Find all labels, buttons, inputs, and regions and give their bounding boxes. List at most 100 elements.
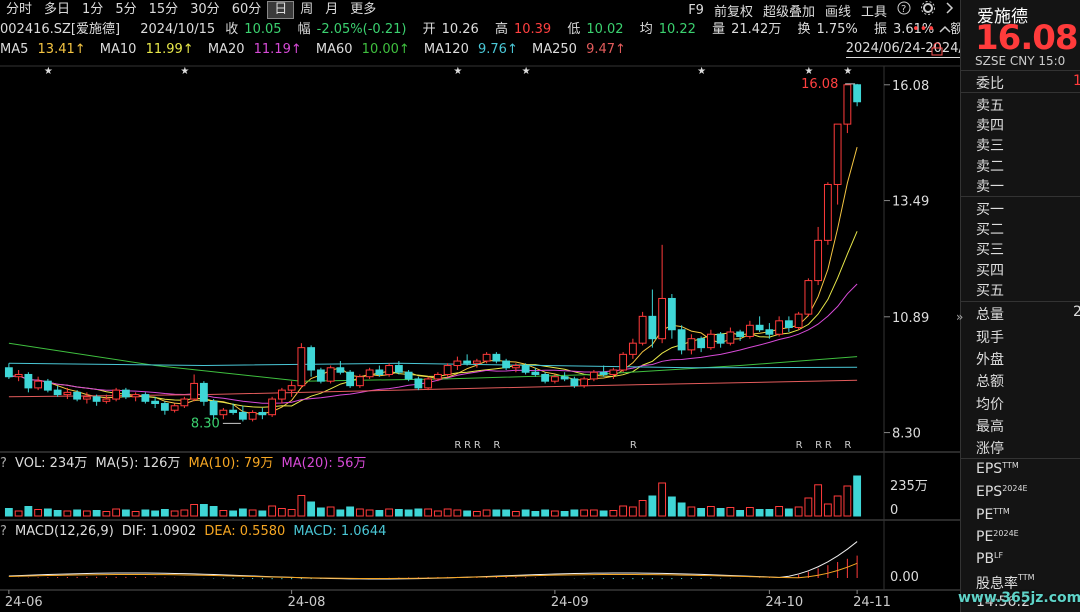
stat-current-hand: 现手 — [976, 330, 1004, 346]
volume-bar — [453, 509, 462, 517]
candle-body — [658, 297, 667, 340]
period-week[interactable]: 周 — [300, 2, 314, 17]
period-fenshi[interactable]: 分时 — [6, 2, 33, 17]
candle-body — [755, 324, 764, 331]
candle-body — [43, 380, 52, 391]
price-tick-label: 13.49 — [892, 195, 929, 210]
candle-body — [199, 382, 208, 402]
help-icon[interactable]: ? — [0, 456, 7, 471]
draw-button[interactable]: 画线 — [824, 4, 851, 20]
help-icon[interactable]: ? — [0, 524, 7, 539]
vol-ma20: MA(20): 56万 — [281, 456, 367, 471]
chevron-right-icon[interactable] — [940, 1, 960, 19]
help-icon[interactable]: ? — [892, 1, 916, 19]
volume-bar — [14, 510, 23, 517]
period-15min[interactable]: 15分 — [148, 2, 179, 17]
volume-bar — [297, 495, 306, 517]
candle-body — [765, 329, 774, 335]
period-month[interactable]: 月 — [325, 2, 339, 17]
lock-icon[interactable] — [930, 42, 944, 60]
candle-body — [375, 369, 384, 375]
close-value: 10.05 — [244, 22, 282, 37]
toolbar-right: F9 前复权 超级叠加 画线 工具 ? — [683, 0, 960, 20]
volume-bar — [687, 506, 696, 517]
adjust-button[interactable]: 前复权 — [713, 4, 753, 20]
tools-button[interactable]: 工具 — [860, 4, 887, 20]
volume-bar — [482, 509, 491, 517]
overlay-button[interactable]: 超级叠加 — [762, 4, 815, 20]
period-day[interactable]: 日 — [267, 1, 295, 19]
volume-bar — [248, 509, 257, 517]
collapse-up-icon[interactable] — [938, 22, 952, 40]
candle-body — [4, 367, 13, 378]
ma20-value: 11.19↑ — [253, 42, 302, 57]
candle-body — [492, 353, 501, 362]
volume-bar — [316, 507, 325, 517]
volume-bar — [34, 509, 43, 517]
rights-mark: R — [825, 440, 832, 451]
candle-body — [73, 391, 82, 400]
open-label: 开 — [422, 22, 436, 37]
candle-body — [648, 315, 657, 340]
volume-bar — [502, 509, 511, 517]
event-star-icon: ★ — [843, 66, 852, 77]
gear-icon[interactable] — [916, 1, 940, 19]
candle-body — [570, 378, 579, 387]
period-1min[interactable]: 1分 — [82, 2, 104, 17]
period-duori[interactable]: 多日 — [44, 2, 71, 17]
volume-bar — [804, 497, 813, 517]
volume-bar — [716, 508, 725, 517]
candle-body — [589, 371, 598, 380]
bid-1: 买一 — [976, 202, 1004, 218]
volume-bar — [404, 509, 413, 517]
candle-body — [775, 320, 784, 335]
period-60min[interactable]: 60分 — [231, 2, 262, 17]
amount-label: 额 — [950, 22, 960, 37]
stock-code: 002416.SZ[爱施德] — [0, 22, 121, 37]
volume-bar — [667, 496, 676, 517]
quote-time: 14:56:2 — [976, 594, 1030, 610]
macd-header: ? MACD(12,26,9) DIF: 1.0902 DEA: 0.5580 … — [0, 522, 390, 542]
period-30min[interactable]: 30分 — [190, 2, 220, 17]
sidebar-collapse-icon[interactable]: » — [956, 310, 964, 324]
open-value: 10.26 — [441, 22, 479, 37]
close-label: 收 — [225, 22, 239, 37]
last-price: 16.08 — [975, 18, 1079, 58]
candle-body — [336, 367, 345, 373]
volume-bar — [794, 506, 803, 517]
bid-5: 买五 — [976, 283, 1004, 299]
volume-bar — [82, 510, 91, 517]
volume-bar — [755, 509, 764, 517]
volume-bar — [599, 510, 608, 517]
volume-bar — [170, 510, 179, 517]
event-star-icon: ★ — [44, 66, 53, 77]
candle-body — [219, 409, 228, 416]
candle-body — [404, 371, 413, 380]
stat-total-volume-value: 2 — [1073, 304, 1080, 320]
rights-mark: R — [630, 440, 637, 451]
period-more[interactable]: 更多 — [350, 2, 377, 17]
x-tick-label: 24-06 — [5, 595, 43, 610]
ma250-line — [8, 379, 858, 398]
volume-bar — [73, 509, 82, 517]
max-price-label: 16.08 — [801, 77, 838, 92]
stat-avg-price: 均价 — [976, 397, 1004, 413]
fin-pe-ttm: PETTM — [976, 507, 1010, 523]
volume-bar — [4, 508, 13, 517]
candle-body — [823, 183, 832, 241]
quote-date: 2024/10/15 — [140, 22, 216, 37]
candle-body — [619, 353, 628, 371]
volume-bar — [638, 500, 647, 517]
volume-bar — [160, 509, 169, 517]
candle-body — [248, 411, 257, 420]
candle-body — [628, 342, 637, 355]
volume-bar — [355, 508, 364, 517]
volume-bar — [326, 506, 335, 517]
candle-body — [355, 376, 364, 387]
more-dots-icon[interactable]: ••• — [912, 22, 936, 37]
f9-button[interactable]: F9 — [688, 2, 704, 18]
period-5min[interactable]: 5分 — [115, 2, 137, 17]
volume-bar — [92, 510, 101, 517]
volume-bar — [492, 509, 501, 517]
